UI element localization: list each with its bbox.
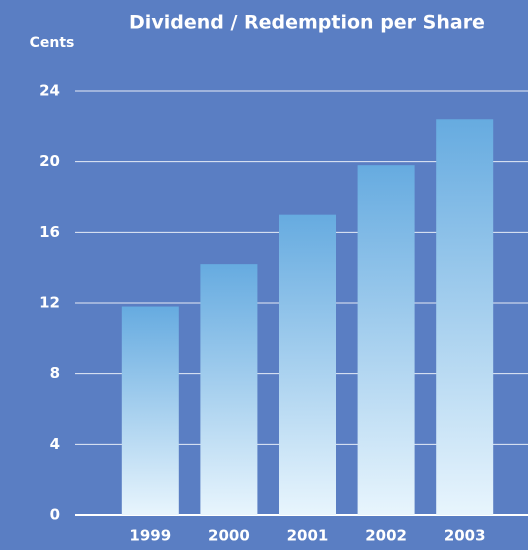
bar [436,119,494,516]
y-tick-label: 12 [39,294,60,312]
y-tick-label: 4 [50,435,60,453]
chart-title: Dividend / Redemption per Share [129,12,485,34]
y-axis-label: Cents [30,35,75,51]
x-tick-label: 2001 [287,527,329,545]
bar [357,165,415,515]
x-tick-label: 2000 [208,527,250,545]
y-tick-label: 8 [50,364,60,382]
x-tick-label: 2002 [365,527,407,545]
y-tick-label: 16 [39,223,60,241]
y-tick-label: 24 [39,82,60,100]
bar [121,306,179,515]
y-tick-label: 20 [39,152,60,170]
bar [200,264,258,515]
x-tick-label: 1999 [129,527,171,545]
y-tick-label: 0 [50,506,60,524]
bar [279,214,336,515]
x-tick-label: 2003 [444,527,486,545]
